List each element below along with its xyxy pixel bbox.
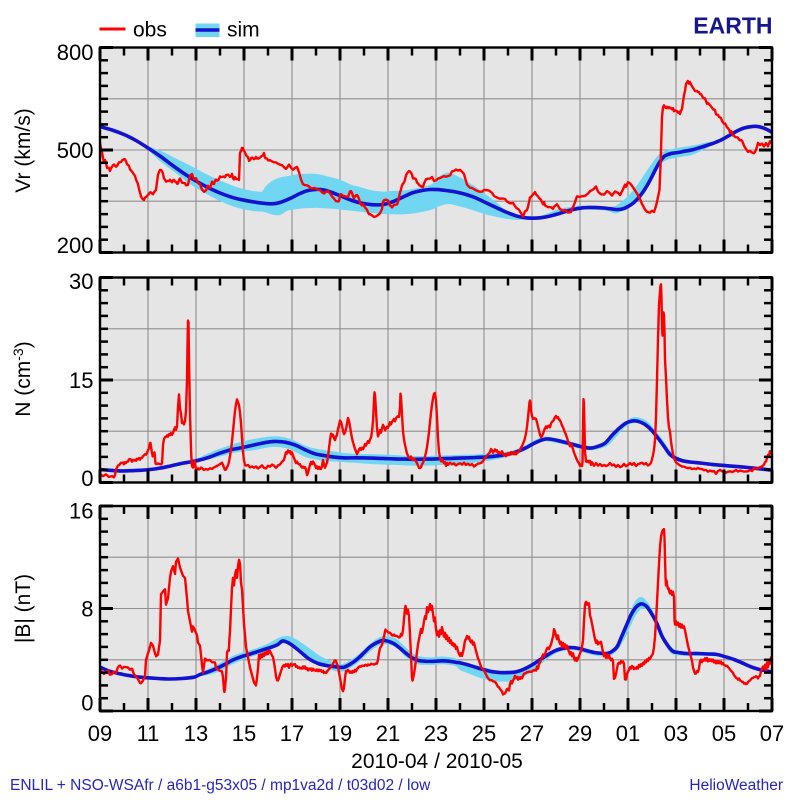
svg-text:13: 13 (184, 721, 208, 746)
svg-text:25: 25 (472, 721, 496, 746)
svg-text:29: 29 (568, 721, 592, 746)
svg-text:11: 11 (137, 721, 160, 746)
svg-text:09: 09 (88, 721, 112, 746)
svg-text:0: 0 (81, 691, 93, 716)
svg-text:23: 23 (424, 721, 448, 746)
svg-text:0: 0 (81, 466, 93, 491)
svg-text:Vr (km/s): Vr (km/s) (12, 108, 35, 192)
svg-text:500: 500 (57, 138, 94, 163)
svg-text:15: 15 (232, 721, 256, 746)
svg-text:obs: obs (133, 19, 167, 42)
svg-text:8: 8 (81, 597, 93, 622)
svg-text:07: 07 (760, 721, 784, 746)
svg-text:19: 19 (328, 721, 352, 746)
svg-text:16: 16 (69, 499, 93, 524)
svg-text:01: 01 (616, 721, 640, 746)
svg-text:ENLIL + NSO-WSAfr / a6b1-g53x0: ENLIL + NSO-WSAfr / a6b1-g53x05 / mp1va2… (10, 777, 431, 794)
svg-text:03: 03 (664, 721, 688, 746)
svg-text:21: 21 (376, 721, 400, 746)
svg-text:17: 17 (280, 721, 304, 746)
svg-text:05: 05 (712, 721, 736, 746)
svg-text:27: 27 (520, 721, 544, 746)
svg-text:200: 200 (57, 233, 94, 258)
svg-text:EARTH: EARTH (693, 13, 772, 39)
svg-text:2010-04 / 2010-05: 2010-04 / 2010-05 (351, 750, 523, 773)
svg-text:800: 800 (57, 40, 94, 65)
svg-text:|B| (nT): |B| (nT) (12, 574, 35, 643)
svg-text:sim: sim (227, 19, 260, 42)
svg-text:HelioWeather: HelioWeather (689, 777, 783, 794)
svg-text:15: 15 (69, 368, 93, 393)
svg-text:30: 30 (69, 269, 93, 294)
